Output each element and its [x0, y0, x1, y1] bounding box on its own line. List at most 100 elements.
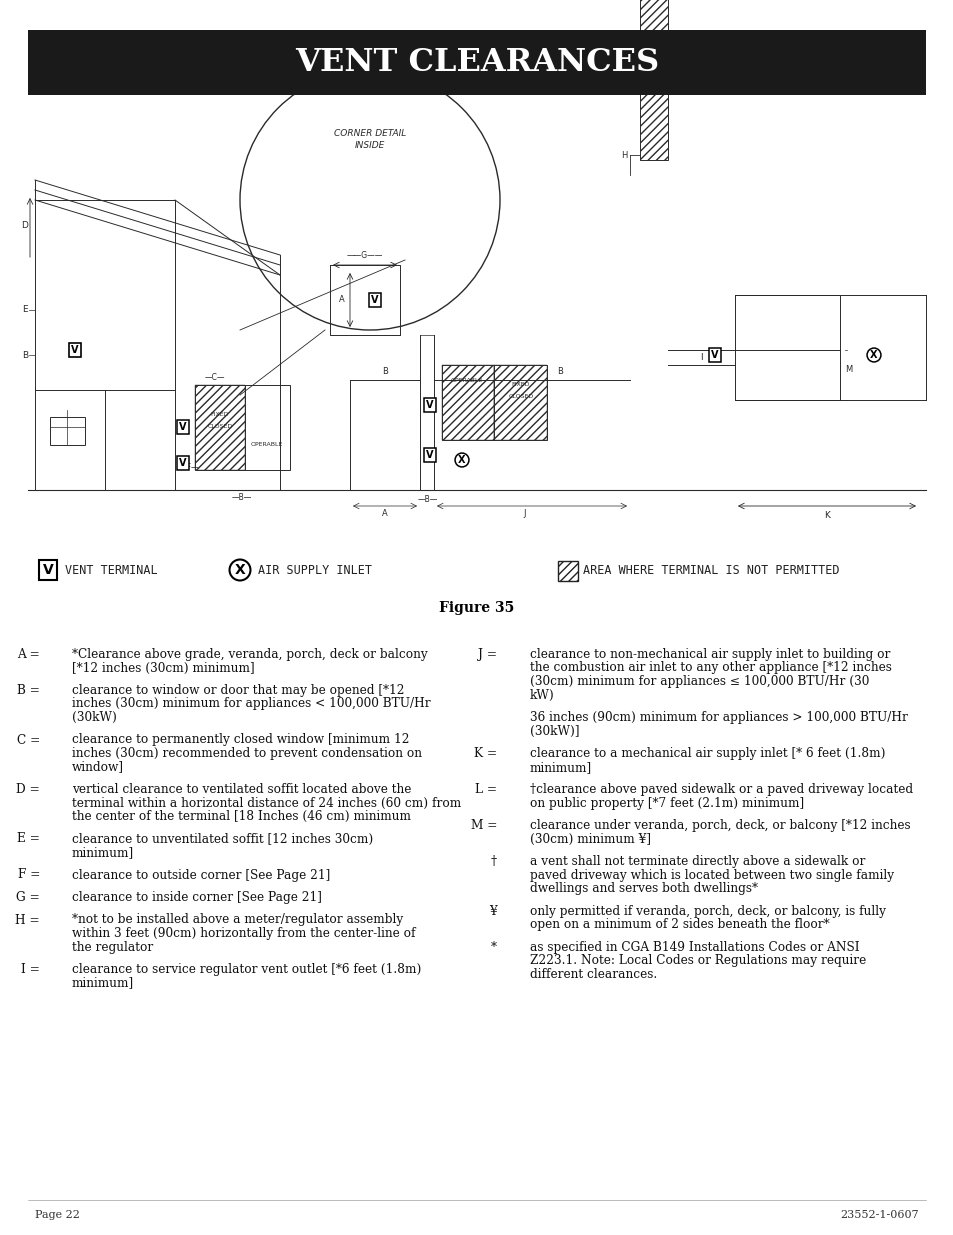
Text: (30cm) minimum ¥]: (30cm) minimum ¥]: [530, 832, 650, 846]
Text: ¥: ¥: [489, 905, 497, 918]
Text: clearance to window or door that may be opened [*12: clearance to window or door that may be …: [71, 684, 404, 697]
Text: clearance to a mechanical air supply inlet [* 6 feet (1.8m): clearance to a mechanical air supply inl…: [530, 747, 884, 761]
Text: H =: H =: [15, 914, 40, 926]
Text: K: K: [823, 510, 829, 520]
Text: D =: D =: [16, 783, 40, 797]
Text: V: V: [426, 450, 434, 459]
Text: clearance to non-mechanical air supply inlet to building or: clearance to non-mechanical air supply i…: [530, 648, 889, 661]
Bar: [50, 417, 85, 445]
Text: paved driveway which is located between two single family: paved driveway which is located between …: [530, 869, 893, 882]
Text: B =: B =: [17, 684, 40, 697]
Text: inches (30cm) minimum for appliances < 100,000 BTU/Hr: inches (30cm) minimum for appliances < 1…: [71, 698, 430, 710]
Text: I =: I =: [21, 963, 40, 976]
Text: V: V: [179, 422, 187, 432]
Text: A: A: [339, 295, 345, 305]
Text: the regulator: the regulator: [71, 941, 153, 953]
Text: J: J: [523, 510, 526, 519]
Text: V: V: [371, 295, 378, 305]
Text: minimum]: minimum]: [71, 846, 134, 860]
Text: †clearance above paved sidewalk or a paved driveway located: †clearance above paved sidewalk or a pav…: [530, 783, 912, 797]
Text: INSIDE: INSIDE: [355, 141, 385, 149]
Text: (30kW)]: (30kW)]: [530, 725, 578, 739]
Text: Figure 35: Figure 35: [439, 601, 514, 615]
Text: open on a minimum of 2 sides beneath the floor*: open on a minimum of 2 sides beneath the…: [530, 919, 829, 931]
Text: VENT TERMINAL: VENT TERMINAL: [65, 563, 157, 577]
Text: V: V: [711, 350, 718, 359]
Bar: [441, 366, 494, 440]
Text: FIXED: FIXED: [211, 412, 229, 417]
Text: V: V: [43, 563, 53, 577]
Text: clearance to permanently closed window [minimum 12: clearance to permanently closed window […: [71, 734, 409, 746]
Text: A: A: [382, 510, 388, 519]
Text: minimum]: minimum]: [530, 761, 592, 774]
Text: (30kW): (30kW): [71, 711, 117, 724]
Text: —B—: —B—: [232, 494, 252, 503]
Text: K =: K =: [474, 747, 497, 761]
Text: CLOSED: CLOSED: [508, 394, 533, 399]
Text: CORNER DETAIL: CORNER DETAIL: [334, 128, 406, 137]
Text: clearance to outside corner [See Page 21]: clearance to outside corner [See Page 21…: [71, 868, 330, 882]
Bar: [558, 561, 578, 580]
Text: C =: C =: [17, 734, 40, 746]
Bar: [194, 385, 245, 471]
Bar: [639, 0, 667, 161]
Text: V: V: [71, 345, 79, 354]
Text: dwellings and serves both dwellings*: dwellings and serves both dwellings*: [530, 883, 758, 895]
Text: Z223.1. Note: Local Codes or Regulations may require: Z223.1. Note: Local Codes or Regulations…: [530, 955, 865, 967]
Text: *not to be installed above a meter/regulator assembly: *not to be installed above a meter/regul…: [71, 914, 403, 926]
Text: —F—: —F—: [180, 462, 199, 472]
Text: D: D: [21, 221, 28, 230]
Text: F =: F =: [17, 868, 40, 882]
Text: vertical clearance to ventilated soffit located above the: vertical clearance to ventilated soffit …: [71, 783, 411, 797]
Text: †: †: [491, 856, 497, 868]
Text: A =: A =: [17, 648, 40, 661]
Text: clearance to service regulator vent outlet [*6 feet (1.8m): clearance to service regulator vent outl…: [71, 963, 421, 976]
Text: OPERABLE: OPERABLE: [451, 378, 482, 383]
Text: the combustion air inlet to any other appliance [*12 inches: the combustion air inlet to any other ap…: [530, 662, 891, 674]
Text: I: I: [700, 353, 702, 363]
Text: G =: G =: [16, 890, 40, 904]
Text: B: B: [557, 368, 562, 377]
Text: B: B: [22, 351, 28, 359]
Text: V: V: [179, 458, 187, 468]
Text: AIR SUPPLY INLET: AIR SUPPLY INLET: [257, 563, 372, 577]
Text: on public property [*7 feet (2.1m) minimum]: on public property [*7 feet (2.1m) minim…: [530, 797, 803, 810]
Text: ——G——: ——G——: [347, 251, 383, 259]
Text: 36 inches (90cm) minimum for appliances > 100,000 BTU/Hr: 36 inches (90cm) minimum for appliances …: [530, 711, 907, 725]
Text: E =: E =: [17, 832, 40, 846]
Text: X: X: [234, 563, 245, 577]
Text: L =: L =: [475, 783, 497, 797]
Text: X: X: [457, 454, 465, 466]
Text: within 3 feet (90cm) horizontally from the center-line of: within 3 feet (90cm) horizontally from t…: [71, 927, 416, 940]
Bar: [28, 30, 925, 95]
Bar: [494, 366, 546, 440]
Text: clearance to unventilated soffit [12 inches 30cm): clearance to unventilated soffit [12 inc…: [71, 832, 373, 846]
Text: minimum]: minimum]: [71, 977, 134, 989]
Text: different clearances.: different clearances.: [530, 968, 657, 981]
Text: VENT CLEARANCES: VENT CLEARANCES: [294, 47, 659, 78]
Text: 23552-1-0607: 23552-1-0607: [840, 1210, 918, 1220]
Text: only permitted if veranda, porch, deck, or balcony, is fully: only permitted if veranda, porch, deck, …: [530, 905, 885, 918]
Text: FIXED: FIXED: [511, 383, 530, 388]
Bar: [734, 295, 840, 400]
Text: OPERABLE: OPERABLE: [251, 442, 283, 447]
Text: clearance under veranda, porch, deck, or balcony [*12 inches: clearance under veranda, porch, deck, or…: [530, 820, 910, 832]
Text: H: H: [621, 151, 627, 159]
Text: V: V: [426, 400, 434, 410]
Bar: [441, 366, 546, 440]
Text: a vent shall not terminate directly above a sidewalk or: a vent shall not terminate directly abov…: [530, 856, 864, 868]
Text: (30cm) minimum for appliances ≤ 100,000 BTU/Hr (30: (30cm) minimum for appliances ≤ 100,000 …: [530, 676, 868, 688]
Text: [*12 inches (30cm) minimum]: [*12 inches (30cm) minimum]: [71, 662, 254, 674]
Text: B: B: [381, 368, 388, 377]
Text: the center of the terminal [18 Inches (46 cm) minimum: the center of the terminal [18 Inches (4…: [71, 810, 411, 823]
Bar: [194, 385, 290, 471]
Text: AREA WHERE TERMINAL IS NOT PERMITTED: AREA WHERE TERMINAL IS NOT PERMITTED: [582, 563, 839, 577]
Text: terminal within a horizontal distance of 24 inches (60 cm) from: terminal within a horizontal distance of…: [71, 797, 460, 809]
Text: *: *: [491, 941, 497, 953]
Text: inches (30cm) recommended to prevent condensation on: inches (30cm) recommended to prevent con…: [71, 747, 421, 760]
Text: —C—: —C—: [205, 373, 225, 382]
Text: window]: window]: [71, 761, 124, 773]
Text: Page 22: Page 22: [35, 1210, 80, 1220]
Text: CLOSED: CLOSED: [207, 425, 233, 430]
Text: kW): kW): [530, 688, 554, 701]
